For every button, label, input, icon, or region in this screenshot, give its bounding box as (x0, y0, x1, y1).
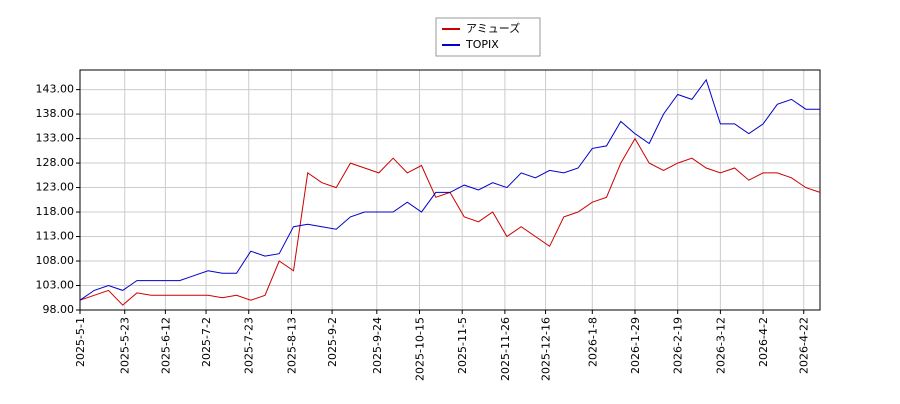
x-tick-label: 2025-5-23 (119, 317, 132, 374)
plot-frame (79, 69, 821, 311)
y-tick-label: 133.00 (36, 132, 75, 145)
x-tick-label: 2025-9-24 (371, 317, 384, 374)
y-tick-label: 108.00 (36, 254, 75, 267)
y-tick-label: 143.00 (36, 83, 75, 96)
x-tick-label: 2025-5-1 (74, 317, 87, 367)
x-tick-label: 2026-2-19 (672, 317, 685, 374)
x-tick-label: 2025-10-15 (414, 317, 427, 381)
x-tick-label: 2025-9-2 (326, 317, 339, 367)
y-tick-label: 128.00 (36, 156, 75, 169)
x-tick-label: 2025-6-12 (159, 317, 172, 374)
legend-label: アミューズ (466, 21, 520, 35)
legend-label: TOPIX (465, 38, 499, 51)
y-tick-label: 123.00 (36, 181, 75, 194)
x-tick-label: 2026-4-22 (798, 317, 811, 374)
y-tick-label: 103.00 (36, 279, 75, 292)
series-line (79, 137, 821, 306)
x-tick-label: 2025-11-5 (456, 317, 469, 374)
x-tick-label: 2026-4-2 (757, 317, 770, 367)
x-tick-label: 2026-1-8 (586, 317, 599, 367)
y-tick-label: 138.00 (36, 107, 75, 120)
y-tick-label: 98.00 (43, 303, 75, 316)
legend-box (435, 17, 541, 57)
x-tick-label: 2026-3-12 (714, 317, 727, 374)
x-tick-label: 2025-7-2 (200, 317, 213, 367)
x-tick-label: 2025-8-13 (285, 317, 298, 374)
series-line (79, 78, 820, 301)
y-tick-label: 118.00 (36, 205, 75, 218)
x-tick-label: 2026-1-29 (629, 317, 642, 374)
y-tick-label: 113.00 (36, 230, 75, 243)
x-tick-label: 2025-11-26 (499, 317, 512, 381)
x-tick-label: 2025-7-23 (243, 317, 256, 374)
x-tick-label: 2025-12-16 (540, 317, 553, 381)
